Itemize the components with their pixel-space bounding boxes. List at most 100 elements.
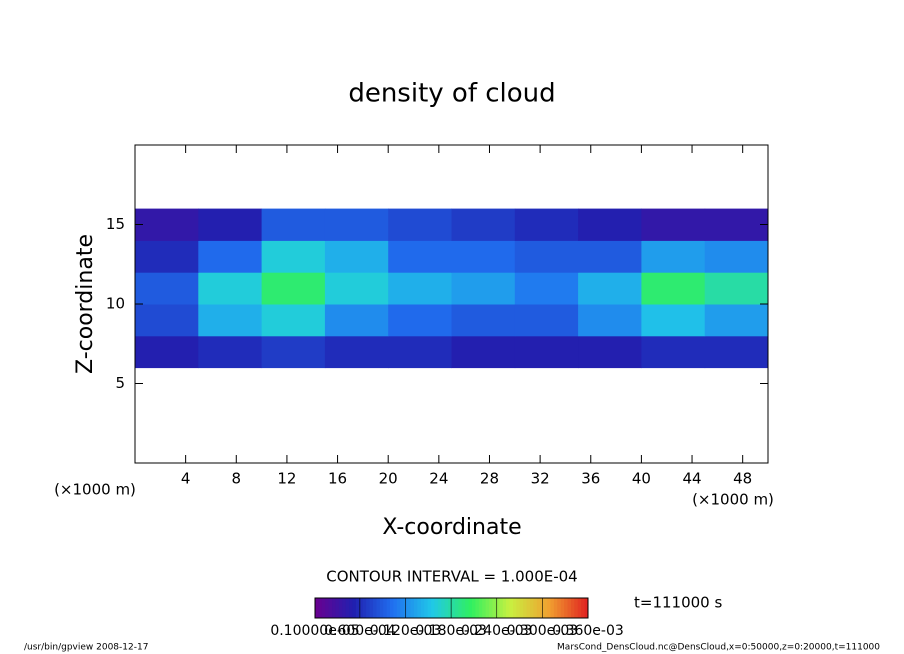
colorbar-swatch	[369, 598, 374, 618]
heatmap-cell	[578, 304, 642, 337]
x-tick-label: 40	[632, 470, 651, 488]
colorbar-swatch	[359, 598, 364, 618]
colorbar-swatch	[362, 598, 367, 618]
colorbar-swatch	[489, 598, 493, 618]
colorbar-swatch	[434, 598, 439, 618]
colorbar-tick-label: 0.600e-04	[324, 623, 396, 639]
colorbar-swatch	[529, 598, 534, 618]
colorbar-swatch	[431, 598, 435, 618]
heatmap-cell	[135, 304, 199, 337]
colorbar-swatch	[441, 598, 446, 618]
heatmap-cell	[704, 272, 769, 305]
x-tick-label: 28	[480, 470, 499, 488]
colorbar-swatch	[461, 598, 466, 618]
heatmap-cell	[578, 240, 642, 273]
heatmap-cell	[704, 304, 769, 337]
colorbar-swatch	[485, 598, 490, 618]
colorbar-swatch	[533, 598, 538, 618]
heatmap-cell	[578, 272, 642, 305]
colorbar-swatch	[560, 598, 565, 618]
x-unit: (×1000 m)	[692, 491, 774, 509]
heatmap-cell	[324, 335, 389, 369]
colorbar-swatch	[315, 598, 319, 618]
x-tick-label: 12	[277, 470, 296, 488]
colorbar-swatch	[512, 598, 517, 618]
heatmap-cell	[388, 304, 452, 337]
colorbar-swatch	[373, 598, 377, 618]
colorbar-swatch	[345, 598, 350, 618]
x-tick-label: 4	[181, 470, 191, 488]
heatmap-cell	[578, 335, 642, 369]
colorbar-swatch	[366, 598, 371, 618]
colorbar-swatch	[390, 598, 394, 618]
colorbar-swatch	[519, 598, 524, 618]
heatmap-cell	[514, 335, 579, 369]
heatmap-cell	[641, 272, 706, 305]
heatmap-cell	[135, 240, 199, 273]
heatmap-cell	[198, 304, 263, 337]
colorbar-swatch	[557, 598, 562, 618]
colorbar-swatch	[448, 598, 452, 618]
colorbar-swatch	[376, 598, 381, 618]
colorbar-swatch	[574, 598, 579, 618]
colorbar-swatch	[383, 598, 388, 618]
heatmap-cell	[388, 240, 452, 273]
colorbar-swatch	[506, 598, 511, 618]
colorbar-swatch	[427, 598, 432, 618]
x-tick-label: 36	[581, 470, 600, 488]
colorbar-tick-label: 0.180e-03	[415, 623, 487, 639]
colorbar-swatch	[349, 598, 354, 618]
heatmap-cell	[514, 272, 579, 305]
x-tick-label: 48	[733, 470, 752, 488]
colorbar-swatch	[396, 598, 401, 618]
heatmap-cell	[324, 208, 389, 241]
colorbar-swatch	[328, 598, 333, 618]
colorbar-swatch	[492, 598, 497, 618]
y-axis-label: Z-coordinate	[73, 234, 98, 374]
heatmap-cell	[261, 335, 326, 369]
heatmap-cell	[388, 272, 452, 305]
colorbar-swatch	[424, 598, 429, 618]
colorbar-swatch	[564, 598, 569, 618]
colorbar-swatch	[584, 598, 589, 618]
heatmap-cell	[641, 208, 706, 241]
y-tick-label: 10	[106, 295, 125, 313]
colorbar-swatch	[400, 598, 405, 618]
heatmap-cell	[261, 240, 326, 273]
heatmap-cell	[135, 335, 199, 369]
colorbar-swatch	[553, 598, 558, 618]
heatmap-cell	[451, 335, 516, 369]
heatmap-cell	[704, 335, 769, 369]
colorbar-swatch	[509, 598, 514, 618]
x-axis-label: X-coordinate	[382, 515, 521, 540]
colorbar-swatch	[355, 598, 360, 618]
heatmap-cell	[261, 304, 326, 337]
colorbar-swatch	[413, 598, 418, 618]
colorbar-swatch	[526, 598, 531, 618]
colorbar-swatch	[468, 598, 473, 618]
colorbar-swatch	[536, 598, 541, 618]
colorbar-swatch	[475, 598, 480, 618]
colorbar-swatch	[543, 598, 548, 618]
heatmap-cell	[641, 240, 706, 273]
footer-left: /usr/bin/gpview 2008-12-17	[24, 643, 148, 653]
colorbar-swatch	[581, 598, 586, 618]
contour-interval: CONTOUR INTERVAL = 1.000E-04	[326, 568, 577, 586]
colorbar-swatch	[570, 598, 575, 618]
colorbar-swatch	[567, 598, 572, 618]
heatmap-cell	[451, 304, 516, 337]
colorbar-swatch	[478, 598, 483, 618]
heatmap-cell	[198, 208, 263, 241]
chart-title: density of cloud	[348, 79, 555, 109]
heatmap-cell	[514, 304, 579, 337]
colorbar-swatch	[437, 598, 442, 618]
colorbar-swatch	[550, 598, 555, 618]
heatmap-cell	[514, 208, 579, 241]
colorbar-tick-label: 0.240e-03	[461, 623, 533, 639]
time-label: t=111000 s	[634, 594, 722, 612]
heatmap-cell	[324, 240, 389, 273]
colorbar-swatch	[410, 598, 415, 618]
colorbar-swatch	[577, 598, 582, 618]
x-tick-label: 44	[682, 470, 701, 488]
